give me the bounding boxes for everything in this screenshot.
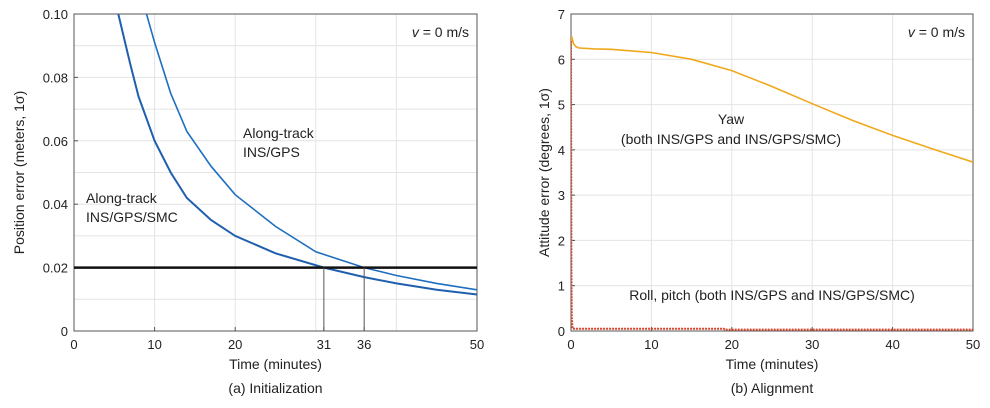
y-tick-label: 3	[558, 188, 565, 203]
panel-caption: (a) Initialization	[228, 380, 322, 396]
y-tick-label: 2	[558, 233, 565, 248]
x-tick-label: 0	[70, 337, 77, 352]
series-line-along-track-ins-gps	[145, 14, 477, 291]
x-tick-label: 30	[805, 337, 819, 352]
y-tick-label: 6	[558, 52, 565, 67]
y-tick-label: 0	[61, 324, 68, 339]
x-tick-label: 31	[317, 337, 331, 352]
x-tick-label: 20	[725, 337, 739, 352]
y-tick-label: 0.06	[43, 134, 68, 149]
y-axis-label: Position error (meters, 1σ)	[11, 91, 27, 254]
series-label: Along-track	[86, 190, 158, 206]
series-label: (both INS/GPS and INS/GPS/SMC)	[621, 131, 841, 147]
velocity-annotation: v = 0 m/s	[908, 24, 965, 40]
panel-a-initialization: 0 10 20 31 36 50 0 0.02 0.04 0.06 0.08 0.10 Time (mi…	[11, 7, 484, 396]
y-tick-label: 4	[558, 143, 565, 158]
x-tick-label: 50	[966, 337, 980, 352]
y-tick-label: 0.04	[43, 197, 68, 212]
series-label: INS/GPS/SMC	[86, 209, 178, 225]
x-axis-label: Time (minutes)	[229, 356, 322, 372]
y-tick-label: 1	[558, 279, 565, 294]
x-tick-label: 20	[228, 337, 242, 352]
series-line-yaw-both-ins-gps-and-ins-gps-smc-	[571, 36, 973, 163]
y-tick-label: 0	[558, 324, 565, 339]
panel-b-alignment: 0 10 20 30 40 50 0 1 2 3 4 5 6 7 Time (minutes) (b) Ali…	[536, 7, 980, 396]
velocity-annotation: v = 0 m/s	[412, 24, 469, 40]
series-line-along-track-ins-gps-smc	[117, 14, 477, 296]
y-tick-label: 0.08	[43, 70, 68, 85]
y-tick-label: 5	[558, 98, 565, 113]
x-tick-label: 36	[357, 337, 371, 352]
x-tick-label: 40	[885, 337, 899, 352]
axes-frame	[73, 13, 478, 332]
y-tick-label: 7	[558, 7, 565, 22]
series-label: Yaw	[718, 111, 745, 127]
panel-caption: (b) Alignment	[731, 380, 814, 396]
series-label: INS/GPS	[243, 144, 300, 160]
series-line-roll-pitch-both-ins-gps-and-ins-gps-smc-	[571, 41, 973, 331]
x-tick-label: 10	[147, 337, 161, 352]
series-label: Roll, pitch (both INS/GPS and INS/GPS/SM…	[629, 287, 915, 303]
x-tick-label: 50	[470, 337, 484, 352]
axes-frame	[570, 13, 974, 332]
x-axis-label: Time (minutes)	[726, 356, 819, 372]
y-tick-label: 0.10	[43, 7, 68, 22]
series-label: Along-track	[243, 125, 315, 141]
x-tick-label: 10	[644, 337, 658, 352]
y-axis-label: Attitude error (degrees, 1σ)	[536, 88, 552, 257]
y-tick-label: 0.02	[43, 261, 68, 276]
x-tick-label: 0	[567, 337, 574, 352]
